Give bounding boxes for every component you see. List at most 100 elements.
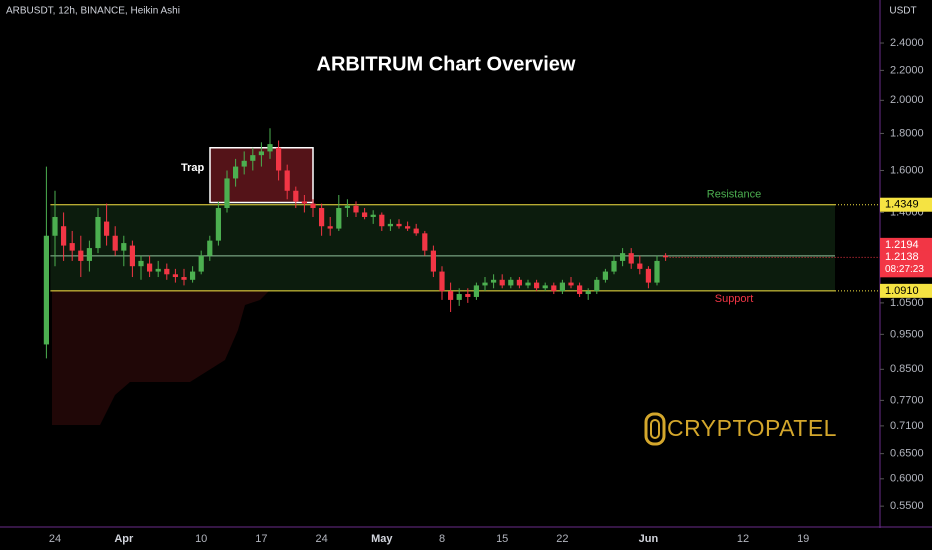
level-name: Support: [715, 293, 754, 305]
candle-body: [465, 294, 471, 297]
candle-body: [310, 203, 316, 208]
candle-body: [327, 226, 333, 229]
candle-body: [181, 277, 187, 280]
candle-body: [362, 212, 368, 217]
candle-body: [344, 205, 350, 208]
candle-body: [267, 144, 273, 152]
y-tick-label: 0.6500: [890, 448, 924, 460]
x-tick-label: Jun: [639, 533, 659, 545]
candle-body: [396, 223, 402, 227]
candle-body: [78, 250, 84, 261]
candle-body: [207, 240, 213, 256]
candle-body: [86, 248, 92, 261]
mid-level-badge-text: 1.2194: [885, 239, 919, 251]
x-tick-label: 10: [195, 533, 207, 545]
candle-body: [61, 226, 67, 246]
candle-body: [542, 285, 548, 289]
y-tick-label: 2.0000: [890, 94, 924, 106]
currency-label: USDT: [889, 6, 916, 17]
candle-body: [258, 151, 264, 156]
candle-body: [215, 207, 221, 241]
chart-title: ARBITRUM Chart Overview: [317, 53, 576, 75]
candle-body: [233, 166, 239, 179]
x-tick-label: 12: [737, 533, 749, 545]
candle-body: [499, 279, 505, 286]
mid-level-badge: [880, 237, 932, 252]
x-tick-label: 19: [797, 533, 809, 545]
candle-body: [379, 214, 385, 227]
candle-body: [482, 282, 488, 286]
x-tick-label: 17: [255, 533, 267, 545]
x-tick-label: 22: [556, 533, 568, 545]
candle-body: [559, 282, 565, 292]
candle-body: [594, 279, 600, 292]
x-tick-label: 8: [439, 533, 445, 545]
candle-body: [439, 271, 445, 292]
level-name: Resistance: [707, 189, 761, 201]
candle-body: [138, 260, 144, 267]
candle-body: [551, 285, 557, 292]
candle-body: [224, 178, 230, 208]
candle-body: [95, 216, 101, 249]
candle-body: [276, 147, 282, 171]
candle-body: [645, 268, 651, 283]
symbol-header: ARBUSDT, 12h, BINANCE, Heikin Ashi: [6, 6, 180, 17]
trap-label: Trap: [181, 162, 205, 174]
candle-body: [422, 233, 428, 251]
candle-body: [628, 253, 634, 264]
candle-body: [250, 155, 256, 161]
candle-body: [336, 207, 342, 229]
level-badge-text: 1.0910: [885, 285, 919, 297]
y-tick-label: 1.0500: [890, 297, 924, 309]
candle-body: [353, 205, 359, 213]
candle-body: [43, 235, 49, 345]
candle-body: [602, 271, 608, 280]
candle-body: [577, 285, 583, 295]
candle-body: [491, 279, 497, 283]
candle-body: [69, 243, 75, 251]
candle-body: [663, 255, 669, 258]
x-tick-label: May: [371, 533, 393, 545]
candle-body: [448, 291, 454, 300]
candle-body: [112, 235, 118, 251]
candle-body: [301, 201, 307, 204]
candle-body: [319, 207, 325, 227]
watermark: CRYPTOPATEL: [667, 415, 837, 441]
candle-body: [473, 285, 479, 297]
y-tick-label: 1.6000: [890, 164, 924, 176]
candle-body: [568, 282, 574, 286]
x-tick-label: 24: [315, 533, 327, 545]
candle-body: [456, 294, 462, 300]
level-badge: [880, 197, 932, 212]
y-tick-label: 2.2000: [890, 64, 924, 76]
x-tick-label: Apr: [114, 533, 134, 545]
last-price-badge: [880, 250, 932, 278]
level-badge: [880, 283, 932, 298]
candle-body: [121, 243, 127, 251]
candle-body: [155, 268, 161, 272]
cloud: [52, 290, 270, 425]
candle-body: [293, 190, 299, 202]
level-badge-text: 1.4349: [885, 199, 919, 211]
y-tick-label: 0.7700: [890, 394, 924, 406]
candle-body: [534, 282, 540, 289]
candle-body: [525, 282, 531, 286]
candle-body: [147, 263, 153, 272]
y-tick-label: 0.5500: [890, 500, 924, 512]
candle-body: [284, 170, 290, 191]
candle-body: [620, 253, 626, 261]
candle-body: [585, 291, 591, 295]
candle-body: [611, 260, 617, 272]
y-tick-label: 1.8000: [890, 127, 924, 139]
candle-body: [104, 221, 110, 236]
candle-body: [52, 216, 58, 236]
last-price-text: 1.2138: [885, 251, 919, 263]
candle-body: [430, 250, 436, 272]
watermark-logo: [644, 412, 666, 446]
candle-body: [508, 279, 514, 286]
x-tick-label: 15: [496, 533, 508, 545]
candle-body: [405, 226, 411, 229]
y-tick-label: 0.6000: [890, 473, 924, 485]
